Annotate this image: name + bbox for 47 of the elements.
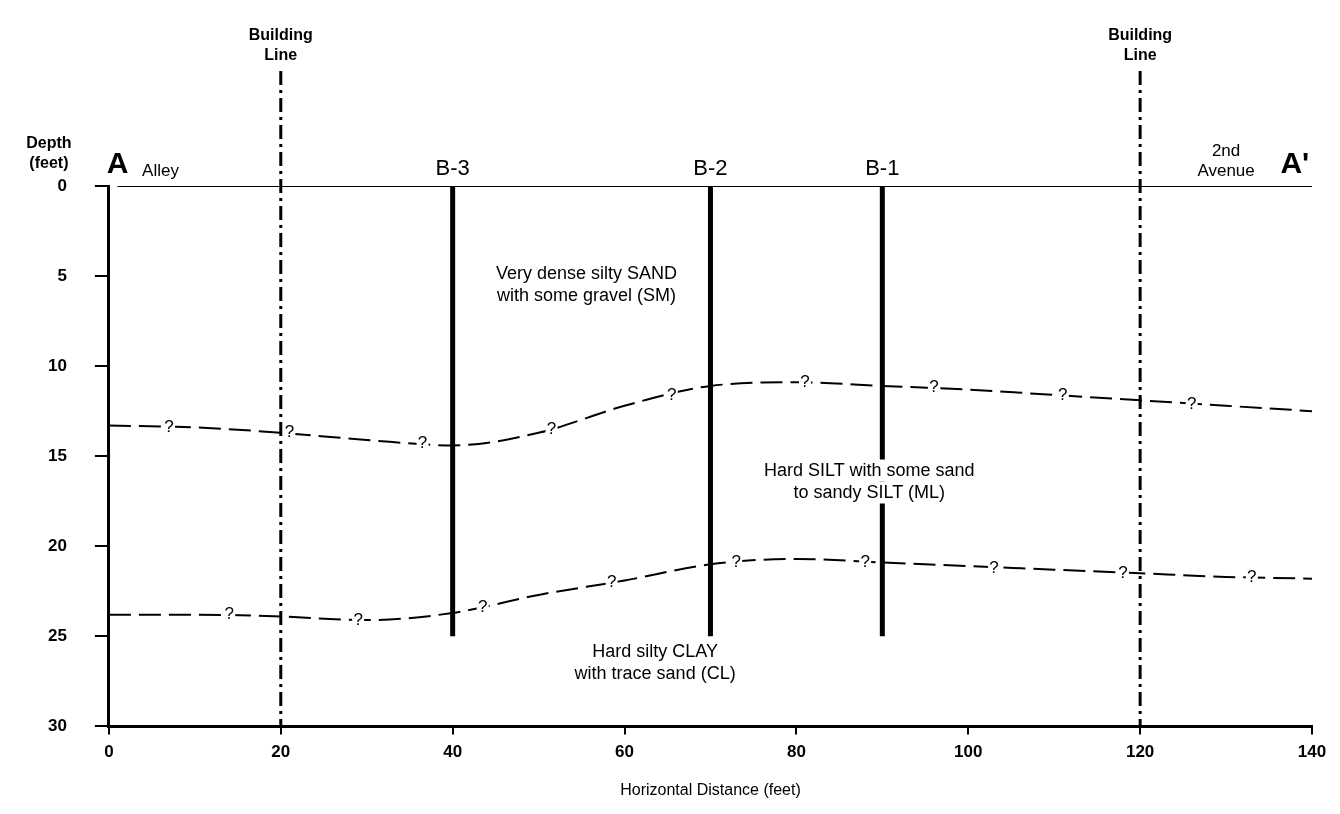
annotation: 2nd Avenue	[1197, 141, 1255, 181]
x-tick-label: 140	[1297, 742, 1327, 762]
annotation: ?	[417, 433, 428, 453]
annotation: ?	[1247, 566, 1257, 586]
annotation: Hard silty CLAY with trace sand (CL)	[573, 641, 736, 684]
annotation: ?	[731, 552, 741, 572]
y-tick-label: 30	[47, 716, 67, 736]
y-tick-label: 25	[47, 626, 67, 646]
x-tick-label: 0	[104, 742, 114, 762]
series-label: B-3	[435, 155, 470, 181]
annotation: Very dense silty SAND with some gravel (SM)	[496, 262, 678, 305]
annotation: Hard SILT with some sand to sandy SILT (ML)	[764, 459, 975, 502]
x-tick-label: 120	[1125, 742, 1155, 762]
annotation: A'	[1280, 146, 1310, 180]
annotation: ?	[860, 552, 870, 572]
series-label: B-1	[865, 155, 900, 181]
y-tick-label: 10	[47, 355, 67, 375]
annotation: ?	[477, 597, 488, 617]
annotation: ?	[1058, 384, 1068, 404]
annotation: ?	[1118, 562, 1128, 582]
annotation: ?	[606, 571, 617, 591]
annotation: Alley	[142, 161, 180, 181]
annotation: ?	[546, 418, 557, 438]
x-tick-label: 80	[786, 742, 806, 762]
annotation: ?	[667, 384, 677, 404]
annotation: ?	[284, 422, 295, 442]
series-label: B-2	[693, 155, 728, 181]
x-tick-label: 40	[443, 742, 463, 762]
ref-line-label: Building Line	[248, 26, 313, 64]
annotation: ?	[989, 557, 999, 577]
annotation: ?	[353, 609, 363, 629]
annotation: A	[106, 146, 129, 180]
y-tick-label: 20	[47, 535, 67, 555]
annotation: ?	[929, 377, 939, 397]
annotation: ?	[800, 372, 810, 392]
annotation: ?	[164, 417, 174, 437]
y-tick-label: 5	[57, 265, 67, 285]
y-tick-label: 15	[47, 445, 67, 465]
x-tick-label: 100	[954, 742, 983, 762]
x-tick-label: 20	[271, 742, 291, 762]
y-tick-label: 0	[57, 175, 67, 195]
x-tick-label: 60	[615, 742, 634, 762]
annotation: ?	[1186, 393, 1197, 413]
annotation: ?	[224, 604, 234, 624]
ref-line-label: Building Line	[1108, 26, 1173, 64]
y-axis-title: Depth (feet)	[26, 134, 72, 172]
x-axis-title: Horizontal Distance (feet)	[620, 780, 801, 798]
